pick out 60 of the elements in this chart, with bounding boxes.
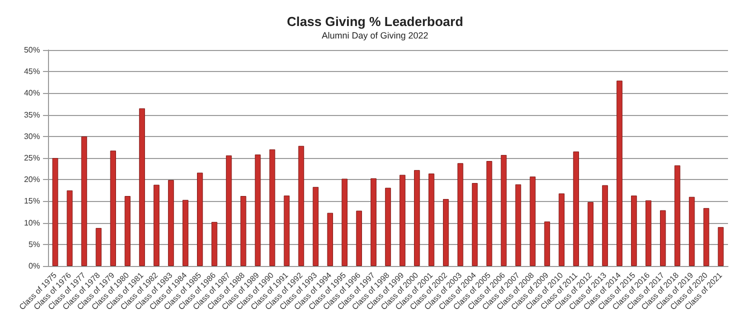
y-tick-label: 35% (24, 110, 40, 120)
bar (530, 176, 536, 266)
bar (226, 155, 232, 266)
chart-title: Class Giving % Leaderboard (286, 14, 464, 29)
bar (428, 174, 434, 266)
bar (66, 190, 73, 266)
bar (211, 222, 218, 266)
bar (674, 165, 680, 266)
bar (139, 108, 145, 266)
bar (154, 184, 160, 266)
bar (168, 180, 174, 266)
bar (646, 200, 652, 266)
bar (298, 146, 304, 266)
bar (602, 185, 608, 266)
bar (660, 210, 666, 266)
bar (544, 222, 550, 266)
y-tick-label: 30% (24, 132, 40, 141)
y-tick-label: 0% (28, 262, 40, 270)
bar (284, 196, 290, 266)
bar (616, 80, 622, 266)
bar (197, 172, 203, 266)
bar (269, 149, 276, 266)
bar (631, 196, 637, 266)
bar (110, 150, 116, 266)
bar (515, 184, 522, 266)
bar (400, 174, 406, 266)
y-tick-label: 20% (24, 175, 40, 184)
bar (414, 170, 420, 266)
bar (588, 202, 594, 266)
bar (486, 161, 492, 266)
y-tick-label: 25% (24, 154, 40, 162)
bar (356, 210, 362, 266)
bar (472, 183, 478, 266)
bar (327, 212, 334, 266)
chart-subtitle: Alumni Day of Giving 2022 (322, 30, 428, 40)
bar (182, 200, 188, 266)
bar (96, 228, 102, 266)
bar (342, 178, 348, 266)
bar (370, 178, 376, 266)
y-tick-label: 50% (24, 46, 40, 54)
bar (442, 199, 449, 266)
y-tick-label: 45% (24, 67, 40, 76)
bar (312, 186, 319, 266)
y-tick-label: 10% (24, 218, 40, 228)
bar (688, 196, 695, 266)
bar (81, 136, 88, 266)
bar (457, 163, 464, 266)
y-tick-label: 40% (24, 88, 40, 98)
bar (703, 208, 710, 266)
bar (385, 188, 391, 266)
bar (254, 154, 261, 266)
bar (240, 196, 246, 266)
bar (124, 196, 130, 266)
bar (558, 193, 565, 266)
bar (718, 227, 724, 266)
y-tick-label: 5% (28, 240, 40, 249)
y-tick-label: 15% (24, 196, 40, 206)
bar (52, 158, 58, 266)
bar (500, 154, 507, 266)
bar (573, 152, 579, 266)
